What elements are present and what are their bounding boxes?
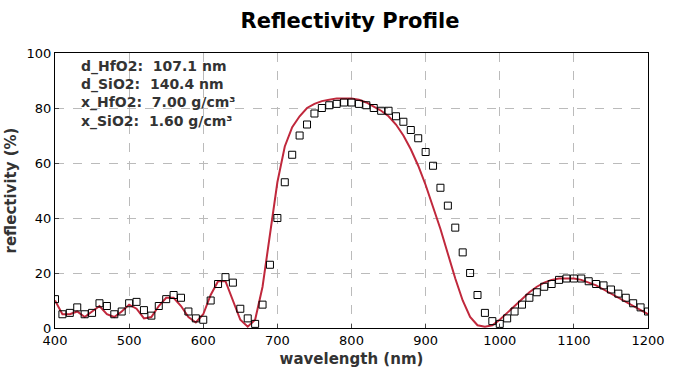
svg-text:1000: 1000 xyxy=(483,333,516,348)
svg-text:60: 60 xyxy=(35,156,52,171)
svg-text:d_HfO2: 107.1 nmd_SiO2: 140.: d_HfO2: 107.1 nmd_SiO2: 140.4 nmx_HfO2: … xyxy=(81,58,235,130)
svg-text:20: 20 xyxy=(35,266,52,281)
svg-text:Reflectivity Profile: Reflectivity Profile xyxy=(240,9,459,33)
svg-text:400: 400 xyxy=(43,333,68,348)
svg-text:600: 600 xyxy=(191,333,216,348)
svg-text:900: 900 xyxy=(413,333,438,348)
svg-text:1200: 1200 xyxy=(631,333,664,348)
svg-text:800: 800 xyxy=(339,333,364,348)
svg-text:wavelength (nm): wavelength (nm) xyxy=(280,350,424,368)
svg-text:1100: 1100 xyxy=(557,333,590,348)
svg-text:40: 40 xyxy=(35,211,52,226)
svg-text:0: 0 xyxy=(43,321,51,336)
svg-text:80: 80 xyxy=(35,101,52,116)
svg-text:500: 500 xyxy=(117,333,142,348)
svg-text:100: 100 xyxy=(27,46,52,61)
svg-text:reflectivity (%): reflectivity (%) xyxy=(2,128,20,254)
svg-text:700: 700 xyxy=(265,333,290,348)
